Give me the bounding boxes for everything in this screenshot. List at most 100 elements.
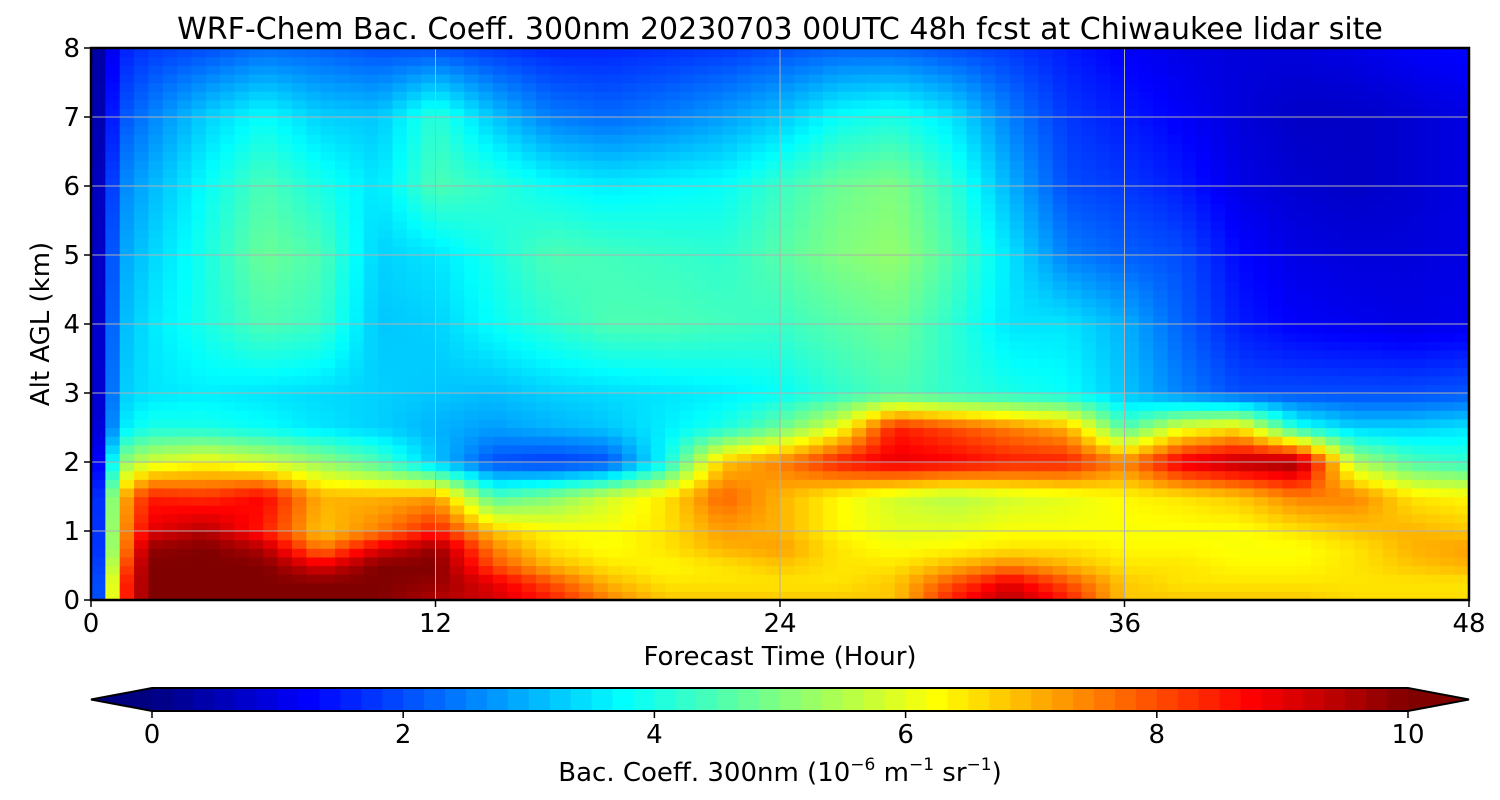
heatmap-cell	[1268, 384, 1283, 394]
heatmap-cell	[622, 522, 638, 532]
heatmap-cell	[535, 255, 551, 265]
heatmap-cell	[134, 298, 150, 308]
heatmap-cell	[693, 427, 709, 437]
heatmap-cell	[708, 513, 724, 523]
heatmap-cell	[808, 272, 824, 282]
heatmap-cell	[736, 229, 752, 239]
heatmap-cell	[335, 220, 350, 230]
heatmap-cell	[263, 462, 279, 472]
heatmap-cell	[1296, 203, 1312, 213]
heatmap-cell	[1224, 565, 1240, 575]
heatmap-cell	[722, 470, 738, 480]
heatmap-cell	[1440, 522, 1456, 532]
heatmap-cell	[1397, 462, 1413, 472]
heatmap-cell	[1024, 410, 1039, 420]
heatmap-cell	[1124, 393, 1140, 403]
heatmap-cell	[248, 220, 264, 230]
heatmap-cell	[162, 453, 178, 463]
heatmap-cell	[1167, 548, 1183, 558]
heatmap-cell	[177, 496, 193, 506]
heatmap-cell	[1138, 401, 1154, 411]
heatmap-cell	[1382, 453, 1398, 463]
heatmap-cell	[1239, 272, 1255, 282]
heatmap-cell	[1124, 418, 1140, 429]
heatmap-cell	[277, 151, 293, 161]
heatmap-cell	[492, 341, 508, 351]
heatmap-cell	[507, 246, 523, 256]
heatmap-cell	[1052, 522, 1068, 532]
heatmap-cell	[392, 582, 408, 592]
heatmap-cell	[851, 194, 867, 204]
heatmap-cell	[751, 255, 767, 265]
heatmap-cell	[851, 556, 867, 567]
heatmap-cell	[780, 401, 795, 411]
heatmap-cell	[780, 496, 795, 506]
heatmap-cell	[1081, 194, 1097, 204]
heatmap-cell	[263, 479, 279, 489]
heatmap-cell	[1210, 427, 1226, 437]
heatmap-cell	[1052, 289, 1068, 299]
heatmap-cell	[1253, 315, 1269, 325]
heatmap-cell	[205, 436, 221, 446]
heatmap-cell	[464, 436, 480, 446]
heatmap-cell	[91, 582, 106, 592]
heatmap-cell	[593, 565, 609, 575]
heatmap-cell	[952, 324, 968, 334]
heatmap-cell	[464, 375, 480, 385]
heatmap-cell	[823, 168, 839, 178]
heatmap-cell	[277, 186, 293, 196]
heatmap-cell	[607, 453, 623, 463]
heatmap-cell	[693, 324, 709, 334]
heatmap-cell	[1454, 341, 1469, 351]
heatmap-cell	[306, 453, 322, 463]
heatmap-cell	[1181, 444, 1197, 454]
heatmap-cell	[679, 272, 695, 282]
heatmap-cell	[636, 582, 652, 592]
heatmap-cell	[1239, 393, 1255, 403]
heatmap-cell	[736, 401, 752, 411]
heatmap-cell	[119, 375, 135, 385]
heatmap-cell	[579, 487, 594, 498]
heatmap-cell	[464, 280, 480, 291]
heatmap-cell	[708, 418, 724, 429]
heatmap-cell	[794, 444, 810, 454]
heatmap-cell	[177, 367, 193, 377]
heatmap-cell	[607, 186, 623, 196]
heatmap-cell	[1138, 324, 1154, 334]
heatmap-cell	[234, 367, 250, 377]
heatmap-cell	[952, 246, 968, 256]
heatmap-cell	[780, 436, 795, 446]
heatmap-cell	[535, 401, 551, 411]
heatmap-cell	[780, 237, 795, 247]
heatmap-cell	[1339, 513, 1355, 523]
heatmap-cell	[722, 556, 738, 567]
heatmap-cell	[909, 418, 925, 429]
heatmap-cell	[693, 229, 709, 239]
heatmap-cell	[535, 565, 551, 575]
heatmap-cell	[406, 384, 422, 394]
heatmap-cell	[435, 151, 451, 161]
heatmap-cell	[306, 349, 322, 360]
heatmap-cell	[535, 315, 551, 325]
heatmap-cell	[248, 272, 264, 282]
heatmap-cell	[1354, 436, 1370, 446]
heatmap-cell	[1253, 582, 1269, 592]
heatmap-cell	[995, 211, 1011, 222]
heatmap-cell	[277, 332, 293, 342]
heatmap-cell	[378, 505, 394, 515]
heatmap-cell	[392, 280, 408, 291]
heatmap-cell	[148, 375, 164, 385]
heatmap-cell	[134, 522, 150, 532]
heatmap-cell	[794, 255, 810, 265]
heatmap-cell	[421, 522, 437, 532]
heatmap-cell	[1095, 522, 1111, 532]
heatmap-cell	[851, 539, 867, 549]
heatmap-cell	[421, 349, 437, 360]
heatmap-cell	[722, 272, 738, 282]
heatmap-cell	[550, 298, 566, 308]
heatmap-cell	[780, 367, 795, 377]
heatmap-cell	[1009, 332, 1025, 342]
heatmap-cell	[1095, 479, 1111, 489]
heatmap-cell	[593, 505, 609, 515]
heatmap-cell	[1167, 289, 1183, 299]
